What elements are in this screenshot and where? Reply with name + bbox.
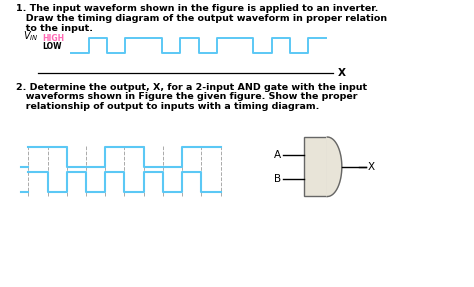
Polygon shape <box>328 137 342 197</box>
Text: B: B <box>274 174 281 184</box>
Text: $V_{IN}$: $V_{IN}$ <box>23 29 38 43</box>
Text: HIGH: HIGH <box>42 34 64 43</box>
Text: relationship of output to inputs with a timing diagram.: relationship of output to inputs with a … <box>16 102 319 111</box>
Bar <box>304 137 328 197</box>
Text: A: A <box>274 150 281 160</box>
Text: 2. Determine the output, X, for a 2-input AND gate with the input: 2. Determine the output, X, for a 2-inpu… <box>16 83 367 92</box>
Text: 1. The input waveform shown in the figure is applied to an inverter.: 1. The input waveform shown in the figur… <box>16 4 378 13</box>
Text: waveforms shown in Figure the given figure. Show the proper: waveforms shown in Figure the given figu… <box>16 92 357 102</box>
Text: Draw the timing diagram of the output waveform in proper relation: Draw the timing diagram of the output wa… <box>16 14 387 23</box>
Text: X: X <box>368 162 375 172</box>
Text: to the input.: to the input. <box>16 24 93 33</box>
Text: LOW: LOW <box>42 42 61 51</box>
Text: X: X <box>338 68 346 78</box>
